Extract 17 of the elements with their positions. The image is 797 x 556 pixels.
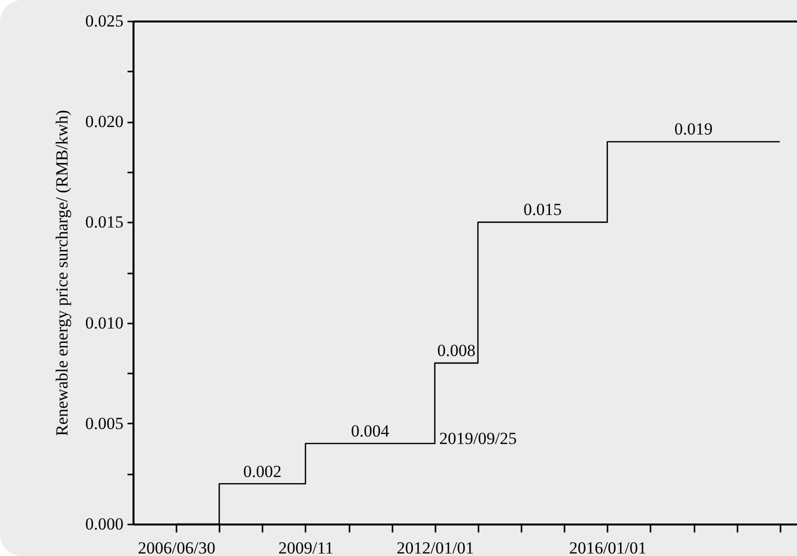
x-tick-label: 2006/06/30: [138, 538, 216, 556]
y-tick-label: 0.000: [85, 514, 124, 534]
y-axis-title: Renewable energy price surcharge/ (RMB/kwh): [52, 110, 72, 436]
x-tick-label: 2009/11: [278, 538, 334, 556]
data-label: 0.015: [523, 200, 562, 220]
y-tick-label: 0.025: [85, 12, 124, 30]
y-tick-label: 0.015: [85, 212, 124, 232]
x-tick-label: 2012/01/01: [396, 538, 474, 556]
data-label: 0.002: [243, 462, 282, 481]
data-label: 0.008: [437, 341, 476, 360]
x-tick-label: 2016/01/01: [569, 538, 647, 556]
y-tick-label: 0.010: [85, 313, 124, 332]
data-label: 0.019: [674, 120, 713, 139]
y-tick-label: 0.005: [85, 414, 124, 433]
annotation: 2019/09/25: [439, 429, 517, 448]
y-tick-label: 0.020: [85, 112, 124, 132]
data-label: 0.004: [351, 422, 390, 441]
